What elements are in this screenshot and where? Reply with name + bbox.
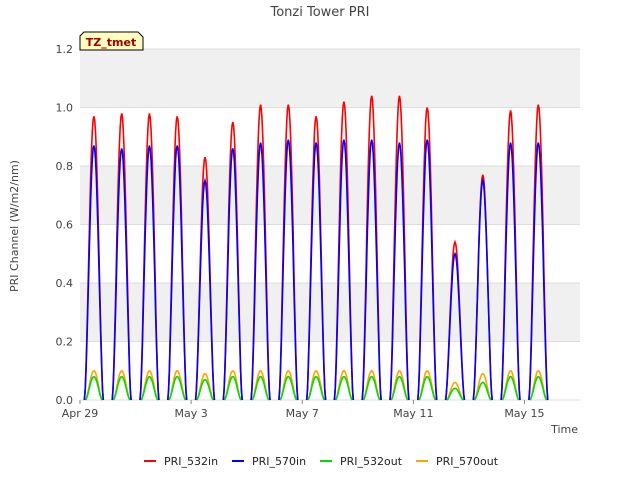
background-band [80,49,580,108]
series-line [473,381,492,401]
series-line [528,142,549,401]
series-line [389,142,410,401]
series-line [446,381,464,401]
background-band [80,283,580,342]
series-line [251,375,270,401]
series-line [529,375,548,401]
series-line [444,251,466,401]
series-line [168,375,187,401]
series-line [500,142,521,401]
series-line [250,142,271,401]
y-tick-label: 1.0 [56,102,74,115]
site-tag-label: TZ_tmet [86,36,136,49]
series-line [140,375,159,401]
y-tick-label: 0.0 [56,394,74,407]
x-axis-ticks: Apr 29 May 3 May 7 May 11 May 15 [62,400,545,420]
series-line [84,375,103,401]
series-line [112,375,131,401]
x-tick-label: May 7 [286,407,319,420]
y-axis-label: PRI Channel (W/m2/nm) [8,160,21,292]
series-line [196,378,214,401]
series-line [446,387,464,401]
series-line [501,375,520,401]
legend-label: PRI_570in [252,455,306,468]
background-band [80,166,580,225]
y-tick-label: 0.8 [56,160,74,173]
gridlines [80,48,580,401]
legend: PRI_532in PRI_570in PRI_532out PRI_570out [144,455,499,468]
series-line [111,148,132,401]
site-tag-badge: TZ_tmet [79,31,144,51]
series-line [194,177,216,401]
x-tick-label: May 15 [504,407,544,420]
y-tick-label: 0.2 [56,336,74,349]
series-PRI_532out [84,375,548,401]
y-tick-label: 0.6 [56,219,74,232]
series-PRI_570in [83,139,549,401]
x-tick-label: Apr 29 [62,407,99,420]
series-line [361,139,382,401]
background-bands [80,49,580,342]
y-axis-ticks: 0.0 0.2 0.4 0.6 0.8 1.0 1.2 [56,43,74,407]
chart-title: Tonzi Tower PRI [270,5,370,20]
y-tick-label: 0.4 [56,277,74,290]
legend-label: PRI_532out [340,455,403,468]
series-line [333,139,355,401]
x-tick-label: May 3 [174,407,207,420]
series-line [223,375,242,401]
series-line [279,375,298,401]
series-line [222,148,243,401]
legend-label: PRI_532in [164,455,218,468]
series-line [418,375,437,401]
series-line [473,372,492,401]
legend-label: PRI_570out [436,455,499,468]
series-line [334,375,353,401]
series-line [390,375,409,401]
series-line [139,145,160,401]
site-tag-box [79,31,144,51]
series-layer [83,95,549,401]
series-line [417,139,438,401]
y-tick-label: 1.2 [56,43,74,56]
series-line [307,375,326,401]
series-line [278,139,299,401]
x-axis-label: Time [550,423,578,436]
series-line [362,375,381,401]
x-tick-label: May 11 [393,407,433,420]
series-line [83,145,105,401]
series-line [472,177,493,401]
series-line [167,145,188,401]
series-line [305,142,327,401]
